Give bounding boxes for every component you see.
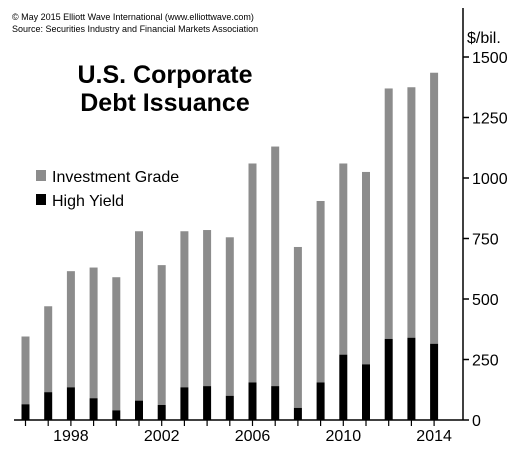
bar-investment-grade-2004	[203, 230, 212, 387]
bar-investment-grade-2011	[362, 171, 370, 365]
bar-high-yield-2001	[135, 400, 143, 420]
chart-title-line-2: Debt Issuance	[80, 89, 250, 117]
bars	[21, 72, 439, 420]
y-tick-label: 0	[472, 413, 481, 430]
legend-label-investment-grade: Investment Grade	[52, 169, 179, 186]
y-tick-label: 500	[472, 292, 499, 309]
x-axis-ticks: 1998 2002 2006 2010 2014	[24, 420, 452, 445]
bar-high-yield-1999	[89, 398, 98, 420]
unit-label: $/bil.	[467, 30, 501, 47]
bar-investment-grade-2000	[112, 277, 121, 411]
bar-investment-grade-1998	[66, 271, 75, 388]
y-tick-label: 1500	[472, 50, 508, 67]
bar-high-yield-2010	[339, 354, 348, 420]
y-tick-label: 250	[472, 353, 499, 370]
bar-high-yield-2014	[430, 343, 439, 420]
x-tick-label: 1998	[53, 428, 89, 445]
legend-swatch-high-yield	[36, 194, 46, 205]
credit-line-1: © May 2015 Elliott Wave International (w…	[12, 12, 254, 22]
bar-high-yield-2008	[293, 407, 302, 420]
x-tick-label: 2010	[326, 428, 362, 445]
x-tick-label: 2002	[144, 428, 180, 445]
bar-investment-grade-2014	[430, 72, 439, 344]
bar-investment-grade-2006	[248, 163, 257, 383]
x-tick-label: 2006	[235, 428, 271, 445]
bar-investment-grade-1997	[44, 306, 53, 393]
bar-high-yield-2002	[157, 404, 166, 420]
bar-investment-grade-2008	[293, 246, 302, 408]
bar-investment-grade-2010	[339, 163, 348, 355]
bar-high-yield-2000	[112, 410, 121, 420]
legend: Investment Grade High Yield	[36, 169, 179, 210]
bar-high-yield-1998	[66, 387, 75, 420]
bar-high-yield-1996	[21, 404, 30, 420]
legend-swatch-investment-grade	[36, 170, 46, 181]
bar-investment-grade-2013	[407, 87, 416, 338]
bar-high-yield-2013	[407, 337, 416, 420]
bar-investment-grade-2003	[180, 231, 189, 388]
bar-high-yield-2009	[316, 382, 325, 420]
bar-investment-grade-2012	[384, 88, 393, 339]
bar-investment-grade-1996	[21, 336, 30, 405]
bar-high-yield-2006	[248, 382, 257, 420]
bar-high-yield-2003	[180, 387, 189, 420]
bar-investment-grade-2001	[135, 231, 143, 401]
y-axis-ticks: 0 250 500 750 1000 1250 1500	[463, 50, 508, 430]
bar-high-yield-2005	[225, 395, 234, 420]
bar-high-yield-2011	[362, 364, 370, 420]
bar-high-yield-2012	[384, 338, 393, 420]
bar-investment-grade-1999	[89, 267, 98, 399]
bar-investment-grade-2007	[271, 146, 280, 387]
bar-investment-grade-2005	[225, 237, 234, 396]
chart-title-line-1: U.S. Corporate	[77, 61, 252, 89]
bar-high-yield-2004	[203, 386, 212, 420]
bar-investment-grade-2009	[316, 200, 325, 383]
y-tick-label: 750	[472, 232, 499, 249]
y-tick-label: 1000	[472, 171, 508, 188]
y-tick-label: 1250	[472, 111, 508, 128]
legend-label-high-yield: High Yield	[52, 193, 124, 210]
x-tick-label: 2014	[416, 428, 452, 445]
bar-high-yield-2007	[271, 386, 280, 420]
bar-investment-grade-2002	[157, 265, 166, 405]
credit-line-2: Source: Securities Industry and Financia…	[12, 24, 258, 34]
bar-high-yield-1997	[44, 392, 53, 420]
